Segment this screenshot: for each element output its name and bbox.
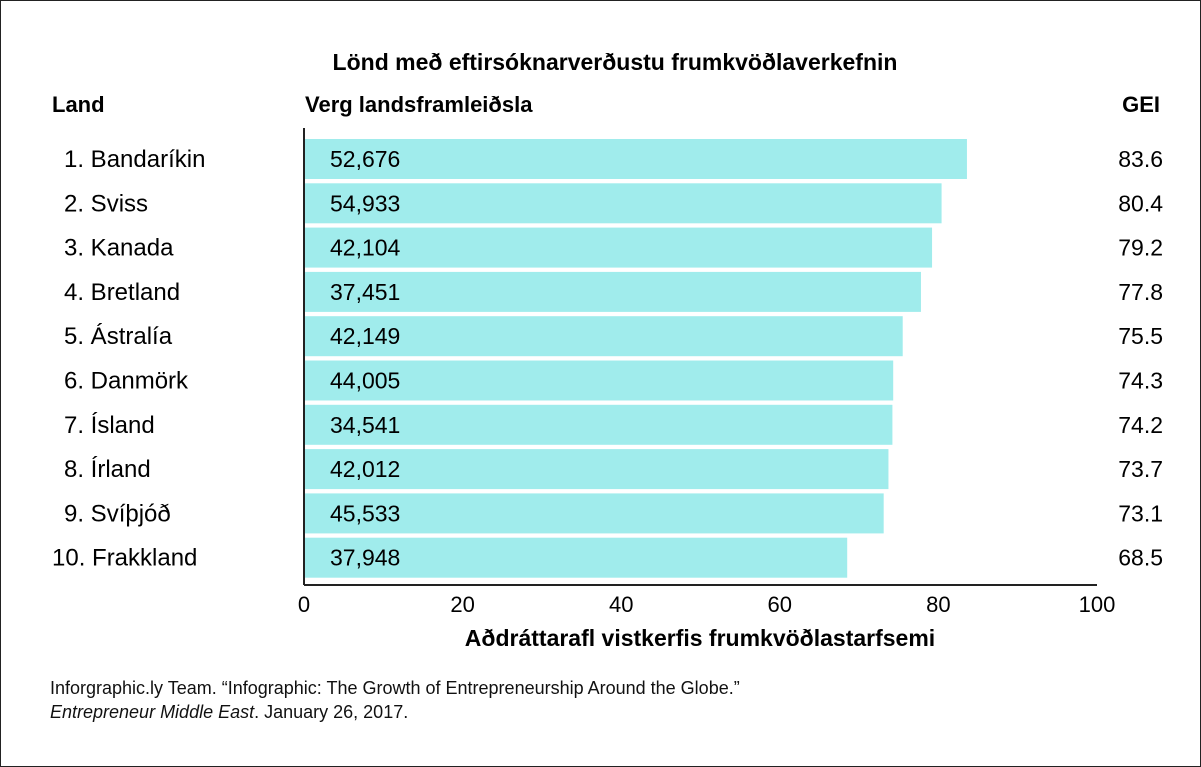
- x-tick-label: 40: [609, 592, 633, 617]
- category-label: 3. Kanada: [64, 235, 174, 262]
- bar-gdp-label: 37,451: [330, 279, 400, 305]
- bar-gdp-label: 42,104: [330, 235, 401, 261]
- bar-gdp-label: 44,005: [330, 368, 400, 394]
- category-label: 10. Frakkland: [52, 545, 197, 572]
- source-line-1: Inforgraphic.ly Team. “Infographic: The …: [50, 678, 740, 698]
- category-label: 5. Ástralía: [64, 323, 173, 350]
- category-label: 9. Svíþjóð: [64, 500, 171, 527]
- x-tick-label: 100: [1079, 592, 1116, 617]
- bar: [305, 227, 933, 268]
- bar: [305, 449, 889, 490]
- bar-gdp-label: 37,948: [330, 545, 400, 571]
- bar: [305, 360, 894, 401]
- x-ticks-group: 0 20 40 60 80 100: [298, 592, 1115, 617]
- gei-value-label: 74.2: [1118, 412, 1163, 438]
- gei-value-label: 79.2: [1118, 235, 1163, 261]
- category-label: 6. Danmörk: [64, 368, 189, 395]
- bars-group: [305, 139, 967, 578]
- category-label: 7. Ísland: [64, 412, 155, 439]
- bar-gdp-label: 45,533: [330, 500, 400, 526]
- category-label: 4. Bretland: [64, 279, 180, 306]
- bar: [305, 183, 942, 224]
- x-tick-label: 60: [768, 592, 792, 617]
- bar-gdp-label: 42,012: [330, 456, 400, 482]
- gei-value-label: 73.1: [1118, 500, 1163, 526]
- labels-group: 52,676 1. Bandaríkin 83.6 54,933 2. Sviss 80.…: [52, 146, 1163, 572]
- bar: [305, 404, 893, 445]
- source-journal: Entrepreneur Middle East: [50, 702, 255, 722]
- bar-gdp-label: 52,676: [330, 146, 400, 172]
- bar-gdp-label: 54,933: [330, 190, 400, 216]
- x-tick-label: 20: [450, 592, 474, 617]
- bar: [305, 271, 921, 312]
- gei-value-label: 77.8: [1118, 279, 1163, 305]
- bar-gdp-label: 34,541: [330, 412, 400, 438]
- chart-title: Lönd með eftirsóknarverðustu frumkvöðlav…: [333, 49, 898, 75]
- gdp-header: Verg landsframleiðsla: [305, 92, 533, 117]
- category-label: 1. Bandaríkin: [64, 146, 205, 173]
- category-label: 2. Sviss: [64, 190, 148, 217]
- x-tick-label: 0: [298, 592, 310, 617]
- gei-value-label: 73.7: [1118, 456, 1163, 482]
- gei-value-label: 83.6: [1118, 146, 1163, 172]
- x-axis-label: Aðdráttarafl vistkerfis frumkvöðlastarfs…: [465, 625, 935, 651]
- source-line-2: Entrepreneur Middle East. January 26, 20…: [50, 700, 1150, 724]
- gei-value-label: 75.5: [1118, 323, 1163, 349]
- gei-value-label: 74.3: [1118, 368, 1163, 394]
- gei-value-label: 80.4: [1118, 190, 1163, 216]
- bar: [305, 316, 903, 357]
- bar: [305, 537, 848, 578]
- bar-gdp-label: 42,149: [330, 323, 400, 349]
- category-label: 8. Írland: [64, 456, 151, 483]
- gei-value-label: 68.5: [1118, 545, 1163, 571]
- gei-header: GEI: [1122, 92, 1160, 117]
- source-citation: Inforgraphic.ly Team. “Infographic: The …: [50, 676, 1150, 724]
- category-header: Land: [52, 92, 105, 117]
- bar: [305, 139, 967, 179]
- x-tick-label: 80: [926, 592, 950, 617]
- bar: [305, 493, 884, 534]
- source-date: . January 26, 2017.: [254, 702, 409, 722]
